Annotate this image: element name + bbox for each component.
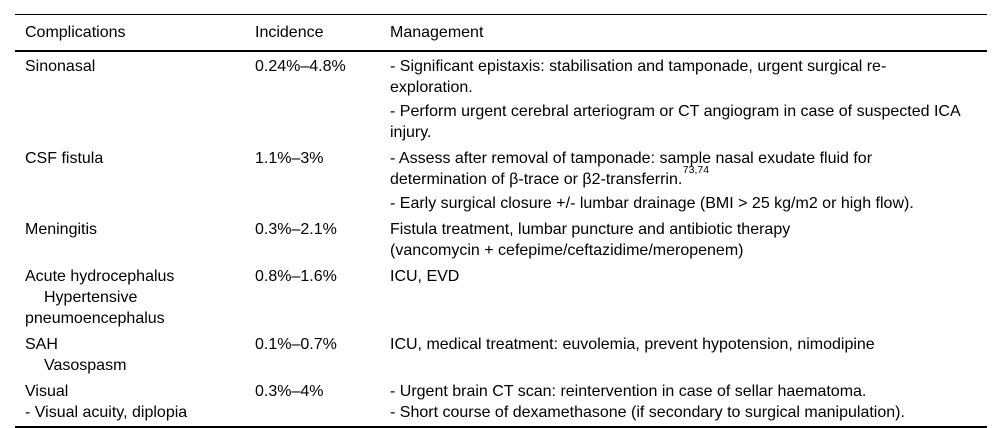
table-row: Meningitis 0.3%–2.1% Fistula treatment, lu… bbox=[15, 217, 987, 264]
incidence-cell: 0.1%–0.7% bbox=[255, 334, 390, 376]
table-row: CSF fistula 1.1%–3% - Assess after removal… bbox=[15, 146, 987, 217]
management-text: injury. bbox=[390, 124, 432, 141]
management-cell: - Urgent brain CT scan: reintervention i… bbox=[390, 381, 983, 423]
header-management: Management bbox=[390, 24, 484, 41]
management-text: (vancomycin + cefepime/ceftazidime/merop… bbox=[390, 242, 744, 259]
management-cell: - Significant epistaxis: stabilisation a… bbox=[390, 56, 983, 143]
management-line: - Short course of dexamethasone (if seco… bbox=[390, 402, 983, 423]
management-line: Fistula treatment, lumbar puncture and a… bbox=[390, 219, 983, 240]
management-line: injury. bbox=[390, 122, 983, 143]
complication-line: - Visual acuity, diplopia bbox=[25, 404, 188, 421]
incidence-value: 1.1%–3% bbox=[255, 150, 324, 167]
complications-table: Complications Incidence Management Sinon… bbox=[15, 14, 987, 428]
management-line: - Early surgical closure +/- lumbar drai… bbox=[390, 193, 983, 214]
header-incidence: Incidence bbox=[255, 24, 324, 41]
complication-cell: Sinonasal bbox=[25, 56, 255, 143]
management-line: - Assess after removal of tamponade: sam… bbox=[390, 148, 983, 169]
management-text: ICU, EVD bbox=[390, 268, 460, 285]
management-cell: ICU, EVD bbox=[390, 266, 983, 329]
table-header-row: Complications Incidence Management bbox=[15, 15, 987, 52]
management-line: determination of β-trace or β2-transferr… bbox=[390, 164, 983, 190]
complication-line: Sinonasal bbox=[25, 58, 96, 75]
table-row: Visual - Visual acuity, diplopia 0.3%–4% - … bbox=[15, 379, 987, 426]
management-text: - Significant epistaxis: stabilisation a… bbox=[390, 58, 887, 75]
management-text: ICU, medical treatment: euvolemia, preve… bbox=[390, 336, 875, 353]
management-text: exploration. bbox=[390, 79, 473, 96]
complication-cell: SAH Vasospasm bbox=[25, 334, 255, 376]
management-item: ICU, medical treatment: euvolemia, preve… bbox=[390, 334, 983, 355]
incidence-cell: 0.8%–1.6% bbox=[255, 266, 390, 329]
complication-cell: Visual - Visual acuity, diplopia bbox=[25, 381, 255, 423]
header-complications: Complications bbox=[25, 24, 126, 41]
management-line: ICU, EVD bbox=[390, 266, 983, 287]
management-item: - Perform urgent cerebral arteriogram or… bbox=[390, 101, 983, 143]
complication-cell: Meningitis bbox=[25, 219, 255, 261]
management-cell: - Assess after removal of tamponade: sam… bbox=[390, 148, 983, 214]
table-row: Acute hydrocephalus Hypertensive pneumoenc… bbox=[15, 264, 987, 332]
management-item: - Significant epistaxis: stabilisation a… bbox=[390, 56, 983, 98]
table-body: Sinonasal 0.24%–4.8% - Significant epistax… bbox=[15, 52, 987, 426]
complication-line: Visual bbox=[25, 383, 69, 400]
table-row: Sinonasal 0.24%–4.8% - Significant epistax… bbox=[15, 52, 987, 146]
management-item: - Early surgical closure +/- lumbar drai… bbox=[390, 193, 983, 214]
management-text: - Early surgical closure +/- lumbar drai… bbox=[390, 195, 914, 212]
management-item: Fistula treatment, lumbar puncture and a… bbox=[390, 219, 983, 261]
incidence-value: 0.3%–4% bbox=[255, 383, 324, 400]
incidence-value: 0.1%–0.7% bbox=[255, 336, 337, 353]
incidence-cell: 0.3%–4% bbox=[255, 381, 390, 423]
complication-line: SAH bbox=[25, 336, 58, 353]
management-line: - Significant epistaxis: stabilisation a… bbox=[390, 56, 983, 77]
table-row: SAH Vasospasm 0.1%–0.7% ICU, medical treatm… bbox=[15, 332, 987, 379]
management-line: ICU, medical treatment: euvolemia, preve… bbox=[390, 334, 983, 355]
complication-line: CSF fistula bbox=[25, 150, 104, 167]
management-cell: ICU, medical treatment: euvolemia, preve… bbox=[390, 334, 983, 376]
complication-cell: Acute hydrocephalus Hypertensive pneumoenc… bbox=[25, 266, 255, 329]
incidence-cell: 1.1%–3% bbox=[255, 148, 390, 214]
incidence-value: 0.24%–4.8% bbox=[255, 58, 346, 75]
management-item: - Assess after removal of tamponade: sam… bbox=[390, 148, 983, 190]
management-cell: Fistula treatment, lumbar puncture and a… bbox=[390, 219, 983, 261]
management-text: - Short course of dexamethasone (if seco… bbox=[390, 404, 905, 421]
incidence-cell: 0.3%–2.1% bbox=[255, 219, 390, 261]
complication-line: pneumoencephalus bbox=[25, 310, 165, 327]
management-text: Fistula treatment, lumbar puncture and a… bbox=[390, 221, 791, 238]
complication-line: Meningitis bbox=[25, 221, 98, 238]
citation-superscript: 73,74 bbox=[682, 163, 710, 176]
management-text: determination of β-trace or β2-transferr… bbox=[390, 171, 683, 188]
management-line: exploration. bbox=[390, 77, 983, 98]
management-text: - Assess after removal of tamponade: sam… bbox=[390, 150, 873, 167]
management-text: - Perform urgent cerebral arteriogram or… bbox=[390, 103, 961, 120]
incidence-cell: 0.24%–4.8% bbox=[255, 56, 390, 143]
incidence-value: 0.3%–2.1% bbox=[255, 221, 337, 238]
complication-cell: CSF fistula bbox=[25, 148, 255, 214]
complication-line: Hypertensive bbox=[44, 289, 138, 306]
management-line: - Perform urgent cerebral arteriogram or… bbox=[390, 101, 983, 122]
management-item: - Urgent brain CT scan: reintervention i… bbox=[390, 381, 983, 423]
complication-line: Acute hydrocephalus bbox=[25, 268, 175, 285]
incidence-value: 0.8%–1.6% bbox=[255, 268, 337, 285]
management-text: - Urgent brain CT scan: reintervention i… bbox=[390, 383, 867, 400]
management-item: ICU, EVD bbox=[390, 266, 983, 287]
management-line: (vancomycin + cefepime/ceftazidime/merop… bbox=[390, 240, 983, 261]
management-line: - Urgent brain CT scan: reintervention i… bbox=[390, 381, 983, 402]
complication-line: Vasospasm bbox=[44, 357, 127, 374]
